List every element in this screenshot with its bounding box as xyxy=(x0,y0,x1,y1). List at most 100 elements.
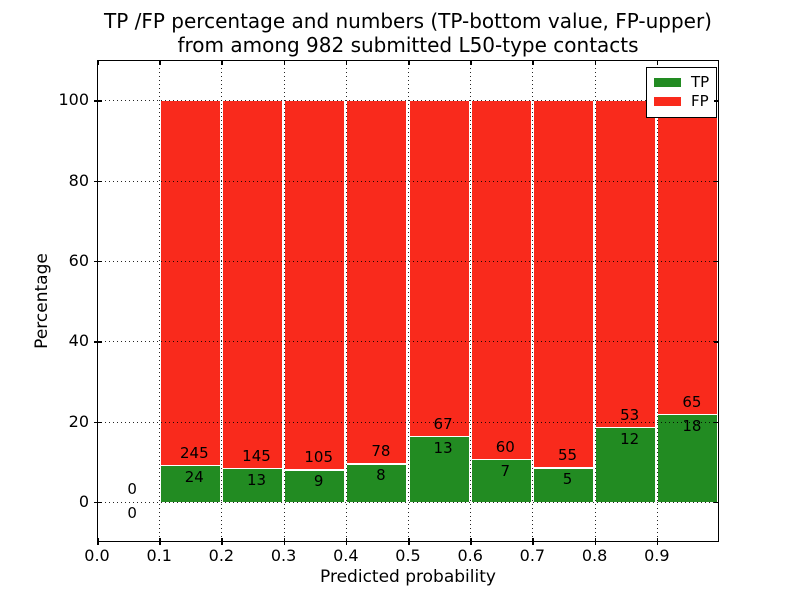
tp-count-label: 9 xyxy=(313,472,324,491)
y-tick-mark xyxy=(94,501,102,504)
tp-count-label: 7 xyxy=(500,461,511,480)
tp-count-label: 13 xyxy=(433,438,453,457)
fp-legend-swatch xyxy=(654,97,681,106)
fp-bar-segment xyxy=(222,101,283,469)
fp-count-label: 0 xyxy=(127,479,137,498)
tp-count-label: 18 xyxy=(682,416,702,435)
v-gridline xyxy=(532,60,534,542)
y-tick-label: 40 xyxy=(68,331,89,351)
v-gridline xyxy=(283,60,285,542)
tp-bar-segment xyxy=(160,465,220,502)
y-tick-mark xyxy=(94,341,102,343)
tp-legend-swatch xyxy=(654,78,681,87)
tp-bar-segment xyxy=(285,470,345,502)
legend-box: TP FP xyxy=(646,67,717,118)
y-tick-label: 20 xyxy=(68,411,89,431)
y-tick-mark-right xyxy=(714,421,719,423)
x-tick-mark-top xyxy=(283,60,286,65)
bar-stack-divider xyxy=(658,413,718,416)
tp-count-label: 5 xyxy=(562,470,573,489)
x-tick-mark-top xyxy=(408,60,410,65)
x-tick-mark-top xyxy=(345,60,348,65)
bar-stack-divider xyxy=(533,467,594,469)
x-tick-mark xyxy=(345,538,348,545)
v-gridline xyxy=(159,60,161,542)
y-tick-mark xyxy=(94,180,102,182)
v-gridline xyxy=(345,60,347,542)
fp-bar-segment xyxy=(409,101,469,437)
v-gridline xyxy=(470,60,472,542)
x-tick-mark xyxy=(594,538,597,545)
x-tick-mark-top xyxy=(159,60,161,65)
tp-count-label: 24 xyxy=(184,467,204,486)
y-tick-mark xyxy=(94,421,102,423)
y-tick-mark-right xyxy=(714,180,719,182)
y-tick-label: 100 xyxy=(58,90,89,110)
chart-title-line2: from among 982 submitted L50-type contac… xyxy=(177,33,639,57)
fp-count-label: 105 xyxy=(304,448,334,467)
tp-bar-segment xyxy=(658,414,718,502)
fp-count-label: 55 xyxy=(557,446,578,465)
bar-stack-divider xyxy=(222,467,283,470)
tp-bar-segment xyxy=(596,427,656,502)
v-gridline xyxy=(656,60,658,542)
tp-bar-segment xyxy=(409,436,469,502)
fp-count-label: 67 xyxy=(433,414,453,433)
x-tick-label: 0.0 xyxy=(84,546,110,565)
tp-count-label: 0 xyxy=(127,503,137,522)
fp-bar-segment xyxy=(160,101,220,466)
y-tick-mark-right xyxy=(714,100,719,102)
fp-count-label: 145 xyxy=(242,446,271,465)
x-tick-mark-top xyxy=(656,60,659,65)
fp-bar-segment xyxy=(596,101,656,428)
chart-title-line1: TP /FP percentage and numbers (TP-bottom… xyxy=(104,9,712,33)
fp-bar-segment xyxy=(471,101,531,460)
tp-bar-segment xyxy=(222,468,283,502)
fp-bar-segment xyxy=(533,101,594,469)
x-tick-mark-top xyxy=(221,60,223,65)
x-tick-mark xyxy=(532,538,534,545)
legend-entry-tp: TP xyxy=(647,73,716,92)
fp-count-label: 245 xyxy=(179,443,209,462)
y-tick-mark-right xyxy=(714,501,719,504)
x-tick-mark-top xyxy=(470,60,472,65)
x-tick-mark-top xyxy=(97,60,99,65)
v-gridline xyxy=(408,60,409,542)
y-tick-mark xyxy=(94,100,102,102)
x-tick-mark xyxy=(470,538,472,545)
x-tick-mark xyxy=(656,538,659,545)
bar-stack-divider xyxy=(596,426,656,429)
x-tick-label: 0.8 xyxy=(581,546,608,565)
y-tick-label: 0 xyxy=(78,491,89,511)
y-tick-label: 80 xyxy=(68,170,89,190)
fp-bar-segment xyxy=(658,101,718,415)
tp-bar-segment xyxy=(347,464,407,502)
x-tick-mark xyxy=(97,538,99,545)
y-tick-label: 60 xyxy=(68,250,89,270)
y-tick-mark-right xyxy=(714,260,719,263)
tp-count-label: 8 xyxy=(376,466,386,485)
y-tick-mark-right xyxy=(714,341,719,343)
x-tick-label: 0.7 xyxy=(519,546,546,565)
x-tick-mark-top xyxy=(532,60,534,65)
tp-bar-segment xyxy=(533,468,594,502)
tp-bar-segment xyxy=(471,459,531,502)
x-tick-mark xyxy=(283,538,286,545)
v-gridline xyxy=(594,60,596,542)
x-tick-label: 0.9 xyxy=(644,546,670,565)
x-tick-mark xyxy=(159,538,161,545)
fp-legend-label: FP xyxy=(691,92,709,110)
x-tick-mark-top xyxy=(594,60,597,65)
chart-title: TP /FP percentage and numbers (TP-bottom… xyxy=(97,9,719,57)
x-tick-label: 0.4 xyxy=(333,546,359,565)
x-tick-label: 0.6 xyxy=(457,546,483,565)
v-gridline xyxy=(221,60,223,542)
fp-count-label: 65 xyxy=(682,392,702,411)
bar-stack-divider xyxy=(471,458,531,461)
tp-legend-label: TP xyxy=(691,73,710,91)
fp-count-label: 53 xyxy=(620,405,640,424)
fp-count-label: 78 xyxy=(371,442,391,461)
fp-count-label: 60 xyxy=(495,437,515,456)
bar-stack-divider xyxy=(409,435,469,438)
